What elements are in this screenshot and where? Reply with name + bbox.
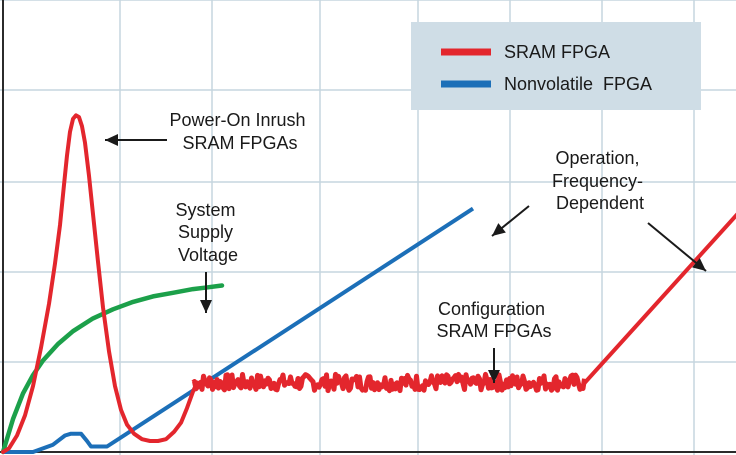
annotation-configuration-line-2: SRAM FPGAs: [436, 321, 551, 341]
series-line-sram-fpga: [1, 113, 199, 454]
annotation-operation-line-3: Dependent: [556, 193, 644, 213]
legend-label-sram: SRAM FPGA: [504, 42, 610, 62]
arrow-supply-head: [200, 300, 212, 313]
arrow-inrush-head: [105, 134, 118, 146]
series-line-supply-voltage: [0, 283, 225, 455]
legend-label-nonvolatile: Nonvolatile FPGA: [504, 74, 652, 94]
annotation-inrush-line-2: SRAM FPGAs: [182, 133, 297, 153]
annotation-supply-line-1: System: [175, 200, 235, 220]
arrow-operation-head: [492, 223, 506, 236]
legend: SRAM FPGA Nonvolatile FPGA: [411, 22, 701, 110]
series-line-sram-fpga-configuration: [191, 371, 587, 394]
annotation-inrush-line-1: Power-On Inrush: [169, 110, 305, 130]
annotation-configuration: Configuration SRAM FPGAs: [436, 299, 551, 341]
series-line-nonvolatile-fpga: [3, 206, 475, 454]
series-line-sram-fpga-operation: [583, 212, 736, 385]
legend-box: [411, 22, 701, 110]
annotation-supply: System Supply Voltage: [175, 200, 240, 265]
annotation-operation-line-1: Operation,: [555, 148, 639, 168]
annotation-arrows: [105, 134, 707, 383]
annotation-inrush: Power-On Inrush SRAM FPGAs: [169, 110, 310, 153]
series-layer: [0, 113, 736, 455]
annotation-supply-line-3: Voltage: [178, 245, 238, 265]
arrow-configuration-head: [488, 370, 500, 383]
annotation-supply-line-2: Supply: [178, 222, 233, 242]
annotation-operation-line-2: Frequency-: [552, 171, 643, 191]
annotation-operation: Operation, Frequency- Dependent: [552, 148, 648, 213]
annotation-configuration-line-1: Configuration: [438, 299, 545, 319]
arrow-operation-ramp-head: [692, 258, 706, 271]
